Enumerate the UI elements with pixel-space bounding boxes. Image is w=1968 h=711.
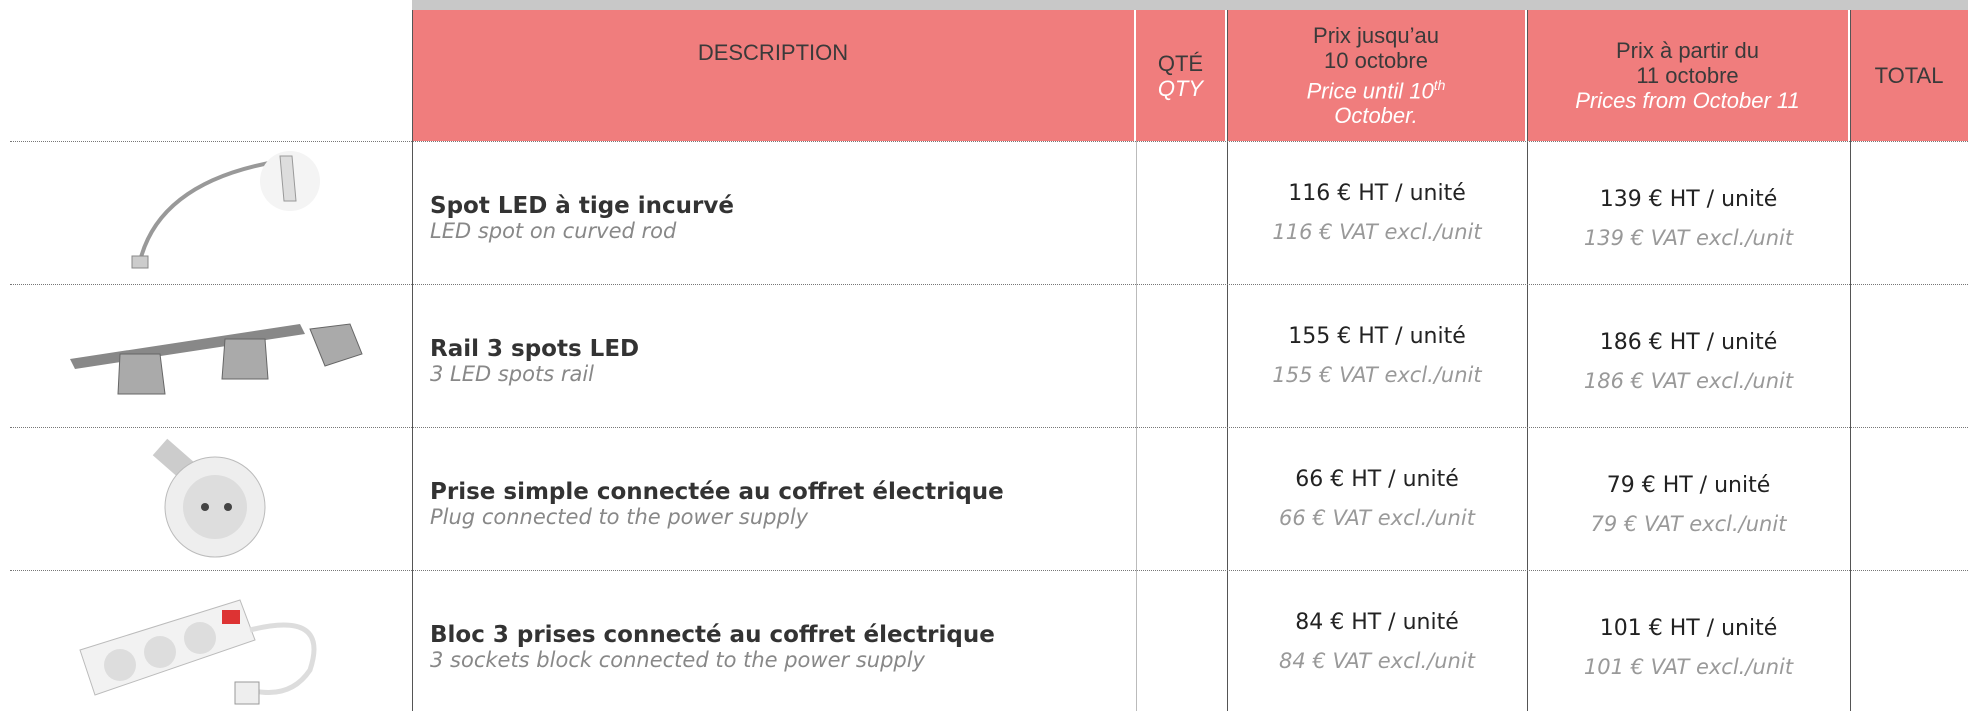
price-until-cell: 116 € HT / unité 116 € VAT excl./unit: [1227, 141, 1527, 284]
price: 79 € HT / unité: [1527, 473, 1850, 498]
rail-image: [70, 324, 362, 394]
price-from-cell: 186 € HT / unité 186 € VAT excl./unit: [1527, 290, 1850, 433]
price: 66 € HT / unité: [1227, 467, 1527, 492]
price: 186 € HT / unité: [1527, 330, 1850, 355]
column-line: [1850, 10, 1851, 711]
product-title: Prise simple connectée au coffret électr…: [430, 479, 1130, 505]
header-text-en: QTY: [1136, 76, 1225, 101]
product-title-en: 3 sockets block connected to the power s…: [430, 648, 1130, 672]
page: DESCRIPTION QTÉQTY Prix jusqu’au10 octob…: [0, 0, 1968, 711]
description-cell: Prise simple connectée au coffret électr…: [430, 427, 1130, 570]
header-text: TOTAL: [1850, 63, 1968, 88]
price-from-cell: 139 € HT / unité 139 € VAT excl./unit: [1527, 147, 1850, 290]
price-en: 139 € VAT excl./unit: [1527, 226, 1850, 250]
header-text: Prix à partir du: [1527, 38, 1848, 63]
column-line: [1136, 141, 1137, 711]
product-images: [0, 141, 412, 711]
price-en: 186 € VAT excl./unit: [1527, 369, 1850, 393]
header-text-en: Price until 10th: [1227, 73, 1525, 103]
product-title: Spot LED à tige incurvé: [430, 193, 1130, 219]
header-text: DESCRIPTION: [412, 40, 1134, 65]
plug-image: [160, 447, 265, 557]
price-until-cell: 84 € HT / unité 84 € VAT excl./unit: [1227, 570, 1527, 711]
superscript: th: [1434, 77, 1446, 93]
price-en: 79 € VAT excl./unit: [1527, 512, 1850, 536]
header-text: 10 octobre: [1227, 48, 1525, 73]
product-title-en: LED spot on curved rod: [430, 219, 1130, 243]
top-bar: [412, 0, 1968, 10]
price: 116 € HT / unité: [1227, 181, 1527, 206]
header-text-en: Price until 10: [1307, 78, 1434, 103]
price-en: 101 € VAT excl./unit: [1527, 655, 1850, 679]
product-title-en: 3 LED spots rail: [430, 362, 1130, 386]
price-en: 84 € VAT excl./unit: [1227, 649, 1527, 673]
header-text: Prix jusqu’au: [1227, 23, 1525, 48]
price: 139 € HT / unité: [1527, 187, 1850, 212]
description-cell: Bloc 3 prises connecté au coffret électr…: [430, 570, 1130, 711]
price: 84 € HT / unité: [1227, 610, 1527, 635]
column-line: [412, 10, 413, 711]
price-until-cell: 155 € HT / unité 155 € VAT excl./unit: [1227, 284, 1527, 427]
price: 155 € HT / unité: [1227, 324, 1527, 349]
power-strip-image: [80, 600, 314, 704]
header-text-en: Prices from October 11: [1527, 88, 1848, 113]
spot-image: [132, 151, 320, 268]
header-total: TOTAL: [1850, 10, 1968, 141]
price-from-cell: 79 € HT / unité 79 € VAT excl./unit: [1527, 433, 1850, 576]
header-text-en: October.: [1227, 103, 1525, 128]
price-en: 66 € VAT excl./unit: [1227, 506, 1527, 530]
product-title-en: Plug connected to the power supply: [430, 505, 1130, 529]
header-text: 11 octobre: [1527, 63, 1848, 88]
price-from-cell: 101 € HT / unité 101 € VAT excl./unit: [1527, 576, 1850, 711]
price-until-cell: 66 € HT / unité 66 € VAT excl./unit: [1227, 427, 1527, 570]
product-title: Rail 3 spots LED: [430, 336, 1130, 362]
price-en: 155 € VAT excl./unit: [1227, 363, 1527, 387]
price: 101 € HT / unité: [1527, 616, 1850, 641]
product-title: Bloc 3 prises connecté au coffret électr…: [430, 622, 1130, 648]
price-en: 116 € VAT excl./unit: [1227, 220, 1527, 244]
header-description: DESCRIPTION: [412, 10, 1136, 141]
header-text: QTÉ: [1136, 51, 1225, 76]
